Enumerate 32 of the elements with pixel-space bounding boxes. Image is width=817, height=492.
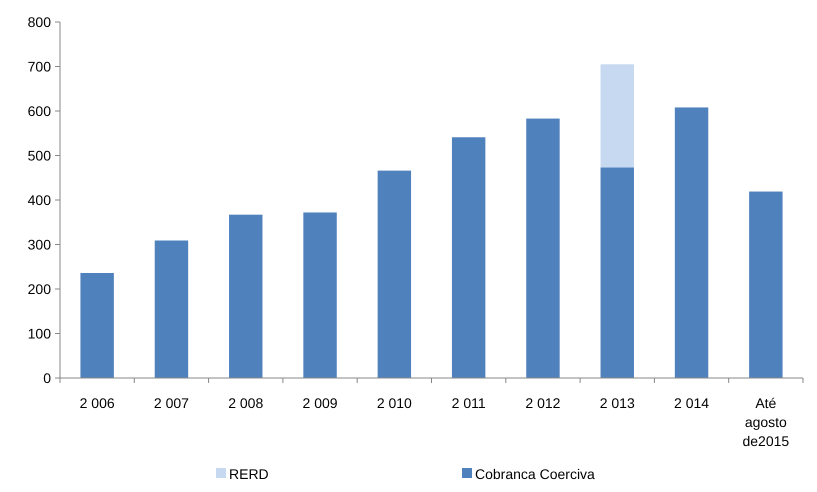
- bar: [154, 240, 188, 378]
- y-tick-label: 600: [28, 102, 52, 119]
- y-tick-label: 700: [28, 58, 52, 74]
- bar: [600, 168, 634, 378]
- bar: [303, 212, 337, 378]
- bar: [452, 137, 486, 378]
- bar: [600, 64, 634, 168]
- x-tick-label: 2 010: [376, 395, 412, 411]
- y-tick-label: 100: [28, 325, 52, 342]
- bar: [674, 107, 708, 378]
- x-tick-label: 2 009: [302, 395, 338, 411]
- x-tick-label: 2 006: [80, 395, 115, 411]
- y-tick-label: 300: [28, 236, 52, 252]
- y-tick-label: 0: [43, 370, 52, 386]
- bar: [378, 170, 412, 378]
- x-tick-label: 2 014: [674, 395, 710, 411]
- y-tick-label: 800: [28, 14, 52, 30]
- bar: [80, 272, 114, 378]
- x-tick-label: 2 012: [525, 395, 561, 411]
- bar: [229, 214, 262, 378]
- x-tick-label: 2 013: [600, 395, 635, 411]
- y-tick-label: 400: [28, 192, 52, 208]
- bar: [749, 192, 783, 378]
- x-tick-label: 2 008: [228, 395, 264, 411]
- bar: [526, 118, 560, 378]
- legend-label: Cobranca Coerciva: [475, 466, 596, 482]
- x-tick-label: Até agosto de2015: [742, 395, 790, 449]
- y-tick-label: 200: [28, 280, 52, 297]
- x-tick-label: 2 011: [452, 395, 486, 411]
- y-tick-label: 500: [28, 147, 52, 164]
- x-tick-label: 2 007: [154, 395, 190, 411]
- legend-label: RERD: [229, 466, 269, 482]
